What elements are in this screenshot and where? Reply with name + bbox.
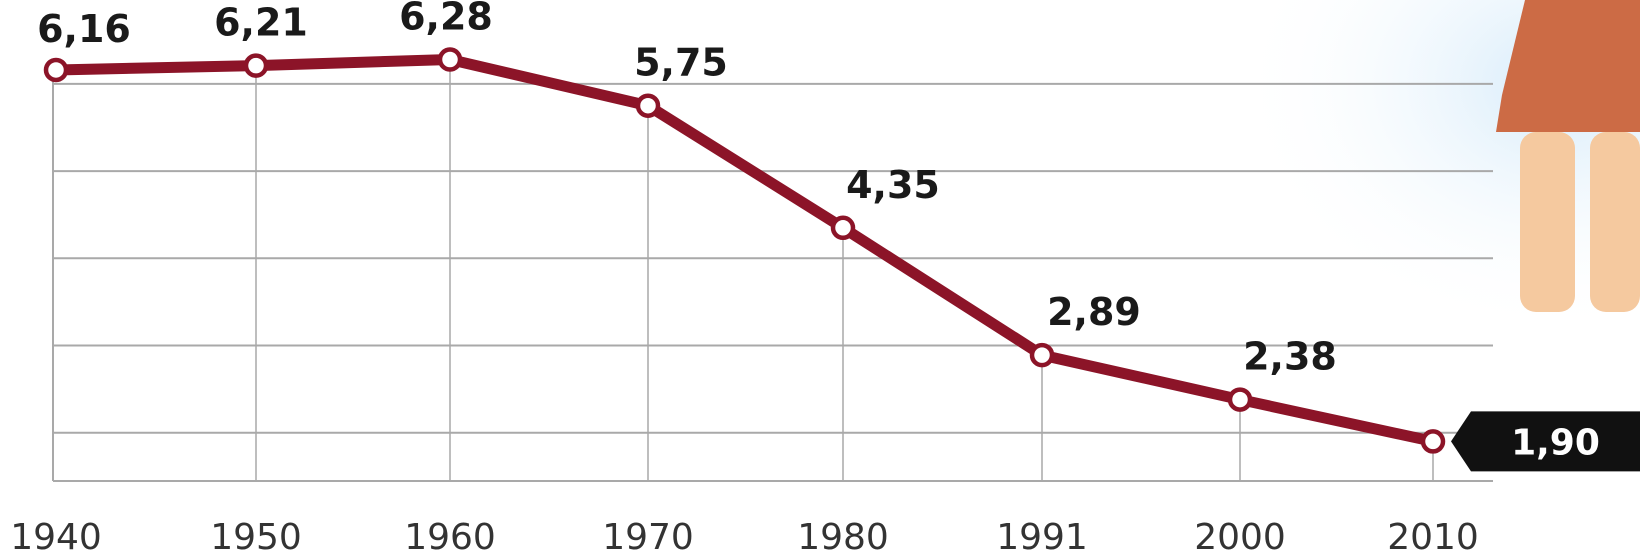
data-labels: 6,16 6,21 6,28 5,75 4,35 2,89 2,38 bbox=[37, 0, 1337, 379]
x-tick-label: 1950 bbox=[210, 517, 302, 557]
data-point bbox=[830, 215, 856, 241]
data-label: 6,16 bbox=[37, 7, 131, 51]
x-tick-label: 2000 bbox=[1194, 517, 1286, 557]
data-label: 6,21 bbox=[214, 1, 308, 45]
data-point bbox=[1227, 387, 1253, 412]
skirt-shape bbox=[1496, 0, 1640, 132]
x-tick-label: 1980 bbox=[797, 517, 889, 557]
series-line bbox=[50, 53, 1439, 447]
data-point bbox=[635, 93, 661, 118]
data-label: 4,35 bbox=[846, 163, 940, 207]
data-point bbox=[1029, 342, 1055, 368]
highlight-callout: 1,90 bbox=[1451, 411, 1640, 472]
data-label: 6,28 bbox=[399, 0, 493, 38]
data-label: 2,38 bbox=[1243, 335, 1337, 379]
data-label: 2,89 bbox=[1047, 290, 1141, 334]
leg-left bbox=[1520, 132, 1575, 312]
x-tick-label: 1940 bbox=[10, 517, 102, 557]
callout-label: 1,90 bbox=[1511, 422, 1600, 463]
markers bbox=[43, 47, 1446, 454]
woman-figure-icon bbox=[1496, 0, 1640, 312]
x-tick-label: 2010 bbox=[1387, 517, 1479, 557]
grid bbox=[52, 59, 1493, 482]
series-polyline bbox=[50, 53, 1439, 447]
x-axis-ticks: 1940 1950 1960 1970 1980 1991 2000 2010 bbox=[10, 517, 1479, 557]
data-point bbox=[1420, 429, 1446, 454]
data-point bbox=[437, 47, 463, 72]
data-label: 5,75 bbox=[634, 41, 728, 85]
data-point bbox=[243, 53, 269, 78]
x-tick-label: 1960 bbox=[404, 517, 496, 557]
x-tick-label: 1970 bbox=[602, 517, 694, 557]
callout-box bbox=[1451, 411, 1640, 472]
x-tick-label: 1991 bbox=[996, 517, 1088, 557]
leg-right bbox=[1590, 132, 1640, 312]
data-point bbox=[43, 57, 69, 83]
